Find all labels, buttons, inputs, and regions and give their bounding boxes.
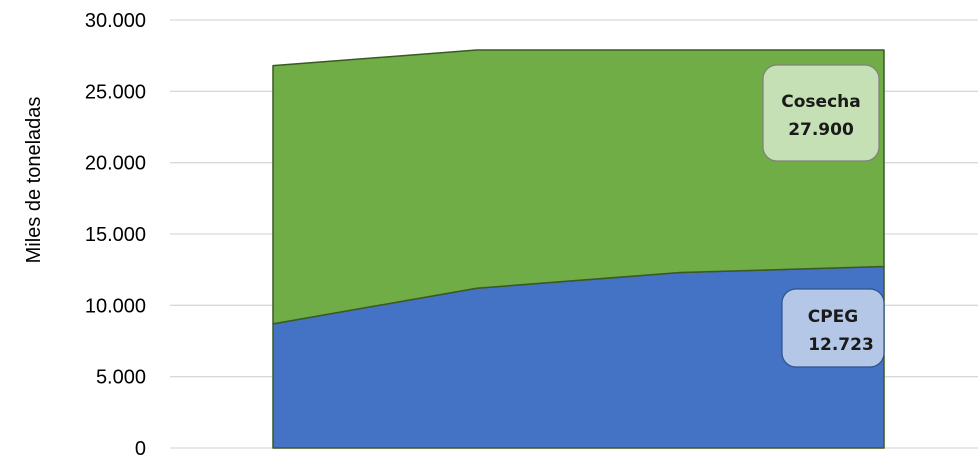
y-tick-label: 10.000 — [85, 295, 146, 317]
callout-cosecha: Cosecha 27.900 — [762, 64, 880, 162]
y-tick-label: 0 — [135, 438, 146, 459]
y-axis-label: Miles de toneladas — [23, 97, 45, 264]
callouts: Cosecha 27.900 CPEG 12.723 — [762, 64, 885, 368]
area-cosecha — [272, 49, 885, 325]
callout-label: Cosecha — [781, 92, 860, 112]
chart-areas — [272, 49, 885, 449]
y-tick-label: 5.000 — [96, 367, 146, 389]
y-tick-label: 20.000 — [85, 153, 146, 175]
y-tick-label: 30.000 — [85, 10, 146, 32]
callout-box — [762, 64, 880, 162]
callout-cpeg: CPEG 12.723 — [781, 288, 885, 368]
callout-box — [781, 288, 885, 368]
y-tick-label: 15.000 — [85, 224, 146, 246]
y-tick-label: 25.000 — [85, 81, 146, 103]
callout-value: 12.723 — [808, 335, 874, 355]
y-axis-ticks: 0 5.000 10.000 15.000 20.000 25.000 30.000 — [85, 10, 146, 459]
callout-value: 27.900 — [788, 120, 854, 140]
callout-label: CPEG — [808, 307, 859, 327]
